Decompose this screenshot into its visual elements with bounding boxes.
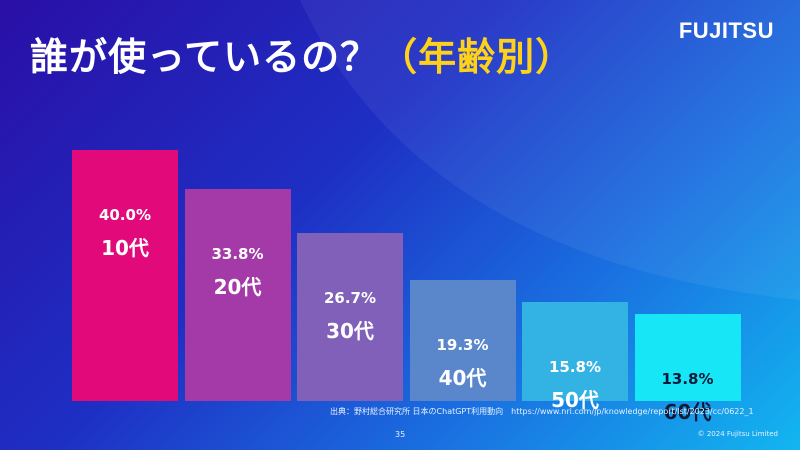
value-label: 26.7%: [323, 289, 377, 308]
bar-20代: [184, 188, 291, 401]
bar-40代: [409, 279, 516, 401]
category-label: 40代: [438, 365, 487, 390]
page-number: 35: [395, 430, 406, 439]
value-label: 15.8%: [548, 357, 602, 376]
title-highlight: （年齢別）: [379, 35, 575, 79]
value-label: 13.8%: [661, 370, 714, 389]
value-label: 40.0%: [98, 206, 152, 224]
category-label: 50代: [551, 387, 599, 412]
fujitsu-logo: FUJITSU: [678, 18, 774, 43]
source-citation: 出典：野村総合研究所 日本のChatGPT利用動向 https://www.nr…: [330, 407, 754, 416]
title-main: 誰が使っているの？: [30, 35, 380, 79]
bar-10代: [72, 150, 178, 401]
category-label: 30代: [326, 319, 374, 344]
category-label: 60代: [663, 400, 712, 425]
bar-30代: [297, 233, 403, 401]
value-label: 19.3%: [436, 335, 489, 354]
copyright: © 2024 Fujitsu Limited: [697, 430, 778, 438]
category-label: 10代: [101, 236, 149, 260]
bar-60代: [634, 314, 741, 401]
value-label: 33.8%: [211, 244, 264, 263]
bar-50代: [522, 301, 628, 401]
page-title: 誰が使っているの？（年齢別）: [30, 26, 574, 81]
category-label: 20代: [213, 274, 262, 299]
